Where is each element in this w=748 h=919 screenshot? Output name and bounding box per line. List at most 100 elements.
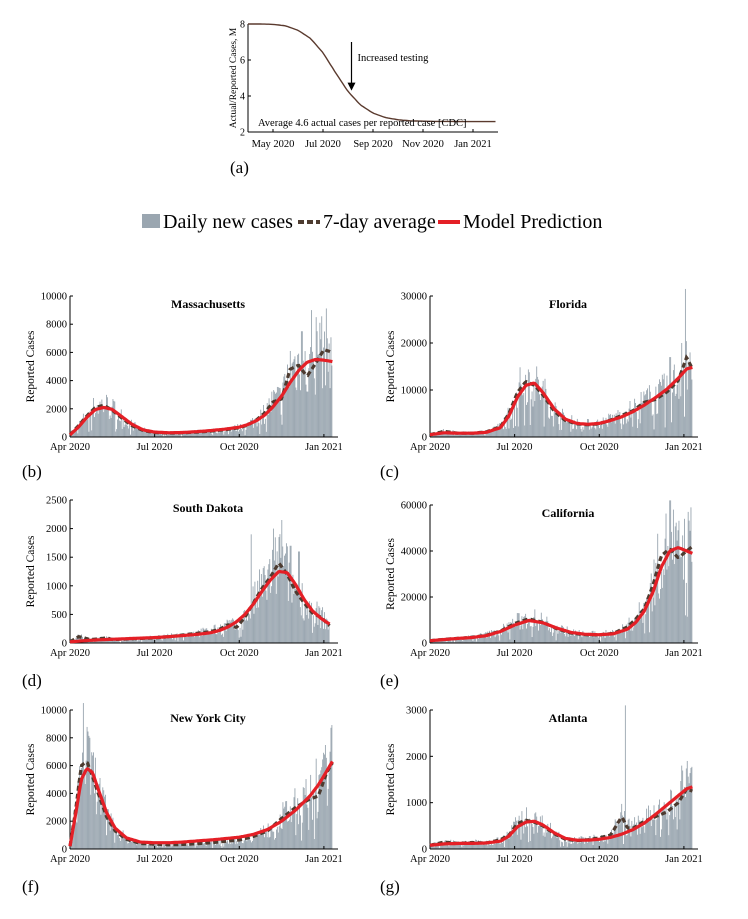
daily-bar	[221, 428, 223, 437]
daily-bar	[80, 423, 82, 437]
daily-bar	[315, 758, 317, 849]
daily-bar	[502, 421, 503, 437]
daily-bar	[466, 639, 468, 643]
daily-bar	[79, 420, 81, 437]
daily-bar	[289, 545, 291, 643]
daily-bar	[549, 832, 551, 849]
daily-bar	[465, 639, 466, 643]
daily-bar	[86, 726, 88, 849]
daily-bar	[190, 636, 192, 643]
daily-bar	[576, 632, 578, 643]
daily-bar	[582, 427, 584, 437]
daily-bar	[255, 832, 257, 849]
daily-bar	[263, 404, 264, 437]
daily-bar	[543, 624, 545, 643]
daily-bar	[81, 419, 82, 437]
daily-bar	[268, 398, 270, 437]
daily-bar	[633, 411, 635, 437]
daily-bar	[546, 402, 548, 437]
daily-bar	[673, 364, 675, 437]
daily-bar	[279, 814, 281, 849]
daily-bar	[321, 767, 323, 849]
daily-bar	[267, 823, 269, 849]
daily-bar	[594, 427, 596, 437]
daily-bar	[503, 625, 505, 643]
daily-bar	[275, 837, 276, 849]
daily-bar	[675, 798, 677, 849]
daily-bar	[518, 815, 520, 849]
daily-bar	[239, 429, 240, 437]
daily-bar	[165, 635, 167, 643]
daily-bar	[582, 837, 584, 849]
daily-bar	[672, 819, 674, 849]
daily-bar	[676, 540, 678, 643]
daily-bar	[315, 608, 317, 643]
daily-bar	[491, 844, 493, 849]
daily-bar	[690, 367, 692, 437]
daily-bar	[320, 628, 322, 643]
daily-bar	[519, 629, 521, 643]
daily-bar	[164, 844, 166, 849]
daily-bar	[532, 406, 534, 437]
daily-bar	[250, 534, 252, 643]
daily-bar	[196, 632, 198, 643]
daily-bar	[441, 843, 442, 849]
daily-bar	[529, 626, 531, 643]
daily-bar	[172, 636, 174, 643]
daily-bar	[145, 843, 147, 849]
y-tick-label: 60000	[401, 501, 427, 512]
daily-bar	[611, 829, 612, 849]
daily-bar	[558, 630, 560, 643]
daily-bar	[240, 636, 242, 643]
daily-bar	[127, 640, 129, 643]
daily-bar	[554, 402, 556, 437]
daily-bar	[576, 843, 578, 849]
daily-bar	[169, 433, 171, 437]
daily-bar	[587, 418, 588, 437]
daily-bar	[542, 380, 544, 437]
daily-bar	[587, 840, 589, 849]
daily-bar	[639, 833, 641, 849]
daily-bar	[247, 607, 249, 643]
daily-bar	[207, 429, 209, 437]
daily-bar	[96, 801, 98, 849]
daily-bar	[606, 837, 608, 849]
daily-bars	[430, 705, 693, 849]
daily-bar	[271, 391, 273, 437]
daily-bar	[238, 431, 240, 437]
daily-bar	[214, 432, 216, 437]
daily-bar	[254, 419, 256, 437]
daily-bar	[324, 745, 326, 849]
daily-bar	[593, 425, 595, 437]
daily-bars	[430, 500, 693, 643]
daily-bar	[552, 426, 554, 437]
daily-bar	[224, 842, 226, 849]
daily-bar	[327, 371, 329, 437]
daily-bar	[254, 581, 256, 643]
daily-bar	[206, 430, 208, 437]
daily-bar	[454, 842, 456, 849]
daily-bar	[220, 624, 222, 643]
daily-bar	[563, 634, 565, 643]
daily-bar	[575, 429, 577, 437]
daily-bar	[208, 842, 210, 849]
daily-bar	[626, 834, 628, 849]
daily-bar	[130, 841, 132, 849]
daily-bar	[654, 605, 656, 643]
x-tick-label: Jan 2021	[665, 648, 703, 659]
daily-bar	[104, 796, 106, 849]
daily-bar	[674, 396, 676, 437]
daily-bar	[76, 636, 78, 643]
daily-bar	[96, 405, 98, 437]
daily-bar	[160, 846, 162, 849]
daily-bar	[319, 607, 321, 643]
daily-bar	[146, 636, 147, 643]
daily-bar	[151, 637, 153, 643]
daily-bar	[672, 509, 674, 643]
daily-bar	[310, 347, 312, 437]
daily-bar	[217, 429, 219, 437]
daily-bar	[607, 843, 609, 849]
daily-bar	[576, 418, 578, 437]
daily-bar	[140, 842, 142, 849]
daily-bar	[539, 823, 540, 849]
